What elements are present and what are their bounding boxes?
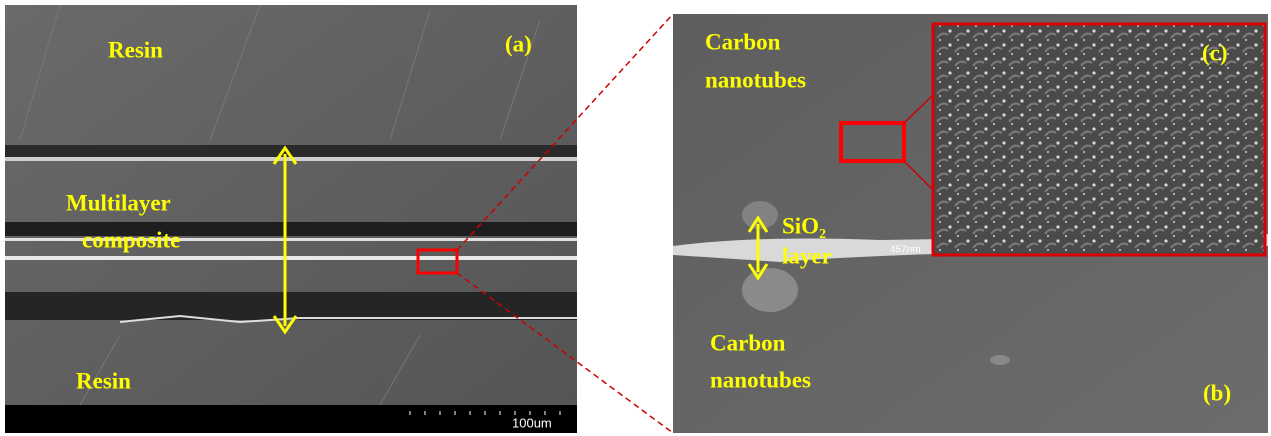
label: Resin xyxy=(76,368,131,393)
label: Carbon xyxy=(710,330,786,355)
panel-label: (b) xyxy=(1203,380,1231,405)
panel-label: (c) xyxy=(1202,40,1228,65)
label: nanotubes xyxy=(705,67,806,92)
panel-label: (a) xyxy=(505,31,532,56)
label: Resin xyxy=(108,37,163,62)
bright-spot xyxy=(990,355,1010,365)
bright-spot xyxy=(742,268,798,312)
label: Multilayer xyxy=(66,190,171,215)
scale-bar-label: 100um xyxy=(512,415,552,430)
label: composite xyxy=(82,227,180,252)
label: SiO₂ xyxy=(782,213,826,238)
label: Carbon xyxy=(705,29,781,54)
label: nanotubes xyxy=(710,367,811,392)
panel-a: 100um Resin (a) Multilayer composite Res… xyxy=(5,5,577,433)
label: layer xyxy=(782,243,832,268)
scale-bar-strip xyxy=(5,405,577,433)
measurement: 457nm xyxy=(890,245,921,256)
figure: 100um Resin (a) Multilayer composite Res… xyxy=(0,0,1271,436)
panel-c: (c) xyxy=(933,24,1265,255)
bright-spot xyxy=(742,201,778,229)
